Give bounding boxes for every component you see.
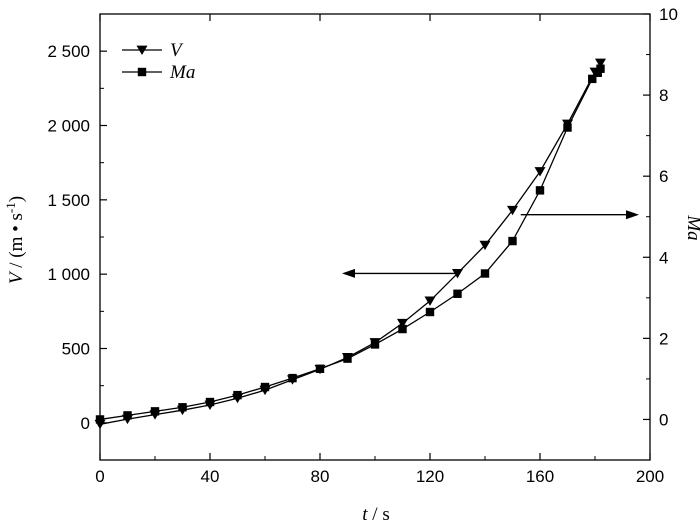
data-point-ma <box>480 269 490 278</box>
y-axis-right-title: Ma <box>683 214 700 240</box>
x-tick-label: 40 <box>201 467 220 486</box>
data-point-ma <box>315 364 325 373</box>
y-left-tick-label: 0 <box>81 414 90 433</box>
series-line-ma <box>99 68 602 421</box>
data-point-v <box>595 58 606 69</box>
annotation-arrow-right <box>520 210 639 220</box>
x-tick-label: 80 <box>311 467 330 486</box>
y-right-tick-label: 2 <box>659 329 668 348</box>
y-axis-left-title: V / (m • s-1) <box>3 196 27 284</box>
y-right-tick-label: 10 <box>659 5 678 24</box>
data-point-ma <box>150 407 160 416</box>
x-tick-label: 0 <box>95 467 104 486</box>
data-point-ma <box>370 340 380 349</box>
x-tick-label: 160 <box>526 467 554 486</box>
data-point-ma <box>233 390 242 400</box>
data-point-ma <box>508 236 517 246</box>
y-left-tick-label: 1 000 <box>47 265 90 284</box>
data-point-v <box>534 167 546 177</box>
data-point-ma <box>563 123 572 132</box>
data-point-v <box>397 318 408 329</box>
data-point-ma <box>260 382 270 392</box>
series-line-v <box>99 62 602 425</box>
y-left-tick-label: 2 500 <box>47 42 90 61</box>
data-point-ma <box>288 373 297 383</box>
annotation-arrow-left <box>342 268 458 278</box>
legend-marker <box>136 45 148 55</box>
data-point-ma <box>425 307 435 317</box>
arrow-head <box>342 268 355 278</box>
y-left-tick-label: 1 500 <box>47 191 90 210</box>
legend-entry-v: V <box>122 40 184 61</box>
x-tick-label: 120 <box>416 467 444 486</box>
data-point-v <box>507 205 518 216</box>
y-right-tick-label: 6 <box>659 167 668 186</box>
y-left-tick-label: 500 <box>62 340 90 359</box>
data-point-ma <box>588 74 597 84</box>
legend-entry-ma: Ma <box>122 62 195 83</box>
series-v <box>94 58 606 430</box>
x-tick-label: 200 <box>636 467 664 486</box>
data-point-ma <box>205 397 215 407</box>
data-point-ma <box>123 411 132 420</box>
arrow-head <box>626 210 639 220</box>
data-point-ma <box>453 289 462 298</box>
y-right-tick-label: 8 <box>659 86 668 105</box>
y-right-tick-label: 0 <box>659 410 668 429</box>
y-left-tick-label: 2 000 <box>47 117 90 136</box>
data-point-ma <box>343 354 352 363</box>
legend-label: V <box>170 40 184 61</box>
series-ma <box>95 64 605 424</box>
x-axis-title: t / s <box>362 504 389 525</box>
data-point-ma <box>398 324 407 334</box>
data-point-v <box>424 296 436 306</box>
data-point-ma <box>535 186 545 195</box>
legend-marker <box>137 67 147 77</box>
data-point-ma <box>596 64 605 73</box>
legend-label: Ma <box>169 62 195 83</box>
y-right-tick-label: 4 <box>659 248 668 267</box>
data-point-ma <box>178 403 187 412</box>
data-point-v <box>479 240 491 251</box>
